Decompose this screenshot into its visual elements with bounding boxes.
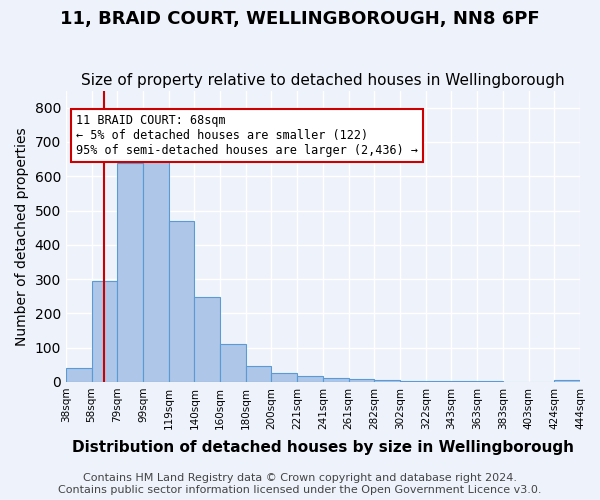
Bar [323,378,349,382]
Bar [66,368,92,382]
Bar [169,222,194,382]
Text: 11 BRAID COURT: 68sqm
← 5% of detached houses are smaller (122)
95% of semi-deta: 11 BRAID COURT: 68sqm ← 5% of detached h… [76,114,418,157]
Bar [220,344,246,382]
Bar [477,381,503,382]
Bar [92,281,117,382]
Bar [143,159,169,382]
Bar [194,296,220,382]
Title: Size of property relative to detached houses in Wellingborough: Size of property relative to detached ho… [81,73,565,88]
Bar [400,380,426,382]
Y-axis label: Number of detached properties: Number of detached properties [15,127,29,346]
Bar [297,376,323,382]
Text: Contains HM Land Registry data © Crown copyright and database right 2024.
Contai: Contains HM Land Registry data © Crown c… [58,474,542,495]
X-axis label: Distribution of detached houses by size in Wellingborough: Distribution of detached houses by size … [72,440,574,455]
Bar [374,380,400,382]
Bar [451,381,477,382]
Bar [117,162,143,382]
Bar [426,381,451,382]
Bar [246,366,271,382]
Bar [554,380,580,382]
Bar [349,379,374,382]
Text: 11, BRAID COURT, WELLINGBOROUGH, NN8 6PF: 11, BRAID COURT, WELLINGBOROUGH, NN8 6PF [60,10,540,28]
Bar [271,374,297,382]
